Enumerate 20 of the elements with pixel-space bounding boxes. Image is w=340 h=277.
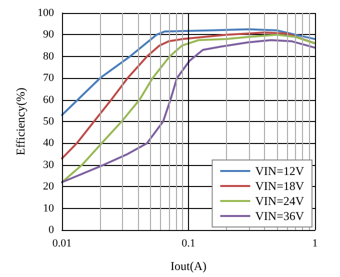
- x-tick-label: 0.1: [182, 238, 196, 250]
- y-tick-label: 70: [43, 72, 54, 84]
- legend-label: VIN=18V: [255, 179, 304, 193]
- x-tick-label: 0.01: [52, 238, 72, 250]
- y-tick-label: 80: [43, 50, 54, 62]
- y-tick-label: 100: [38, 7, 54, 19]
- legend-label: VIN=12V: [255, 164, 304, 178]
- y-tick-label: 90: [43, 28, 54, 41]
- y-tick-label: 30: [43, 158, 54, 171]
- x-axis-title: Iout(A): [170, 259, 206, 273]
- y-tick-label: 40: [43, 137, 54, 150]
- legend-label: VIN=24V: [255, 194, 304, 208]
- y-tick-label: 50: [43, 116, 54, 128]
- y-tick-label: 60: [43, 94, 54, 106]
- y-axis-title: Efficiency(%): [14, 88, 28, 156]
- y-tick-label: 10: [43, 202, 54, 214]
- y-tick-label: 0: [48, 224, 54, 236]
- x-tick-label: 1: [312, 238, 318, 250]
- y-tick-label: 20: [43, 180, 54, 193]
- legend-label: VIN=36V: [255, 209, 304, 223]
